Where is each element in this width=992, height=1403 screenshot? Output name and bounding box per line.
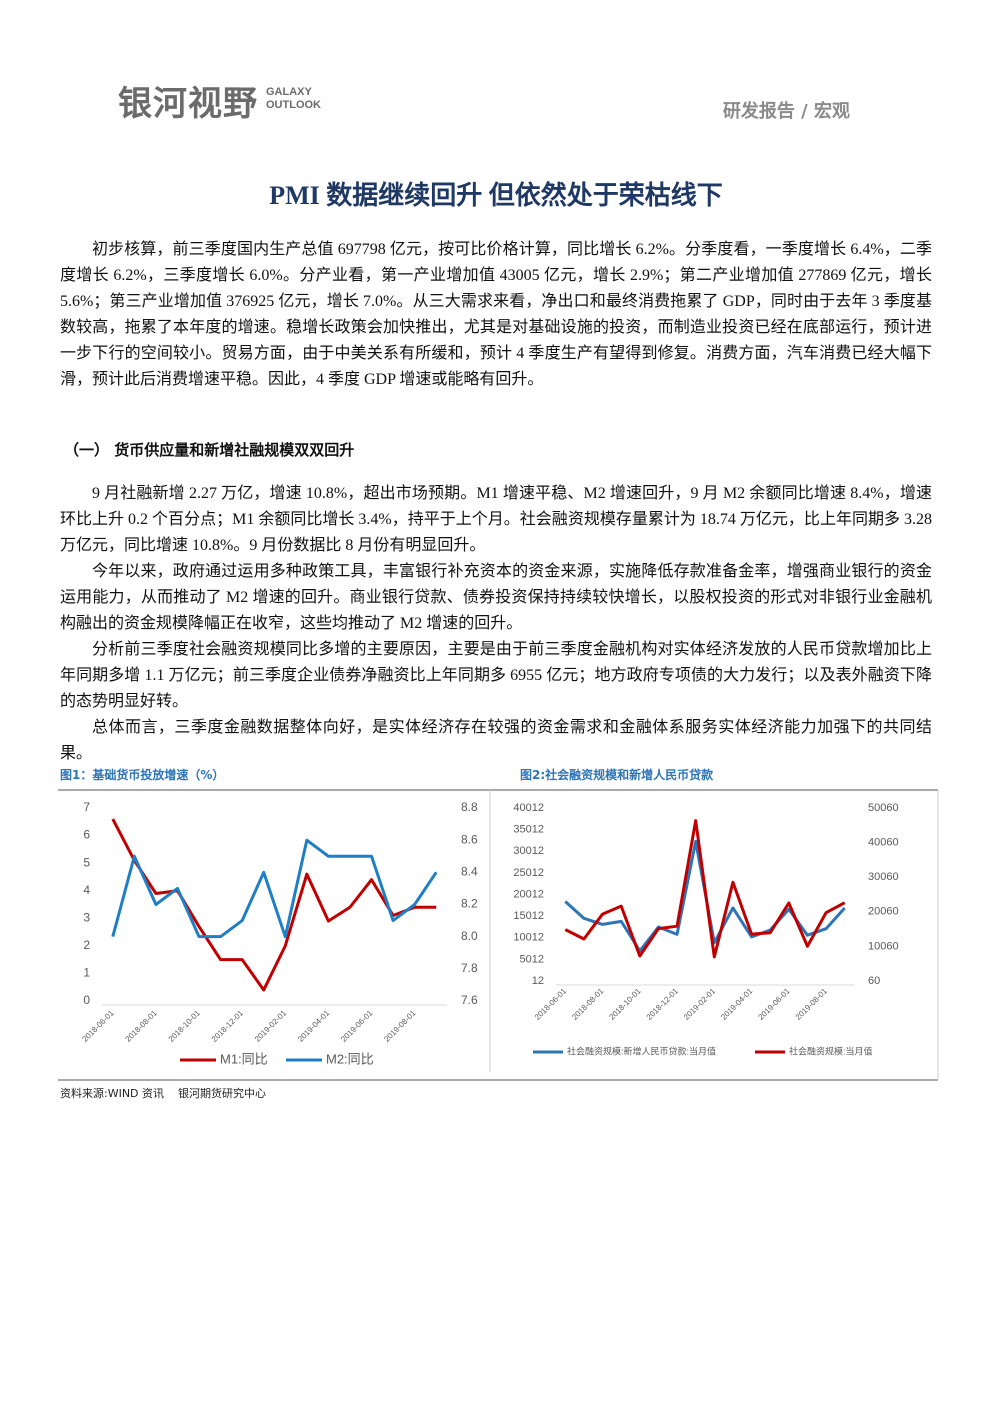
y-tick-label: 20060 xyxy=(868,906,899,918)
y-tick-label: 2 xyxy=(83,938,90,952)
chart: 12 5012 10012 15012 20012 25012 30012 35012 4001… xyxy=(513,802,899,1056)
x-tick-label: 2018-08-01 xyxy=(570,986,606,1022)
y-tick-label: 35012 xyxy=(513,824,544,836)
section-body: 9 月社融新增 2.27 万亿，增速 10.8%，超出市场预期。M1 增速平稳、… xyxy=(0,481,932,767)
source-org: 银河期货研究中心 xyxy=(178,1087,267,1100)
x-tick-label: 2018-12-01 xyxy=(210,1008,246,1044)
y-tick-label: 25012 xyxy=(513,867,544,879)
legend-label: 社会融资规模:当月值 xyxy=(789,1045,873,1056)
x-tick-label: 2018-12-01 xyxy=(645,986,681,1022)
y-tick-label: 3 xyxy=(83,910,90,924)
y-tick-label: 8.6 xyxy=(461,832,478,846)
figure-caption: 图1：基础货币投放增速（%） xyxy=(60,768,225,782)
y-tick-label: 7 xyxy=(83,800,90,814)
y-tick-label: 60 xyxy=(868,975,880,987)
figure-caption: 图2:社会融资规模和新增人民币贷款 xyxy=(520,768,714,782)
x-tick-label: 2018-10-01 xyxy=(607,986,643,1022)
report-title: PMI 数据继续回升 但依然处于荣枯线下 xyxy=(269,181,723,210)
series-line xyxy=(111,818,437,992)
paragraph: 初步核算，前三季度国内生产总值 697798 亿元，按可比价格计算，同比增长 6… xyxy=(60,241,932,388)
y-tick-label: 0 xyxy=(83,993,90,1007)
legend-label: 社会融资规模:新增人民币贷款:当月值 xyxy=(567,1045,716,1056)
logo-en-line: GALAXY xyxy=(266,86,312,98)
logo: 银河视野 xyxy=(118,84,258,124)
y-tick-label: 7.6 xyxy=(461,993,478,1007)
series-line xyxy=(111,838,438,939)
x-tick-label: 2019-06-01 xyxy=(339,1008,375,1044)
y-tick-label: 6 xyxy=(83,828,90,842)
report-section: 研发报告 / 宏观 xyxy=(722,101,850,122)
logo-en: GALAXY OUTLOOK xyxy=(266,86,321,112)
logo-en-line: OUTLOOK xyxy=(266,99,321,111)
y-tick-label: 1 xyxy=(83,966,90,980)
y-tick-label: 30012 xyxy=(513,845,544,857)
source: 资料来源:WIND 资讯 银河期货研究中心 xyxy=(60,1085,266,1101)
x-tick-label: 2019-02-01 xyxy=(682,986,718,1022)
y-tick-label: 40060 xyxy=(868,837,899,849)
y-tick-label: 8.4 xyxy=(461,865,478,879)
legend-label: M1:同比 xyxy=(220,1051,268,1066)
y-tick-label: 10012 xyxy=(513,932,544,944)
paragraph: 分析前三季度社会融资规模同比多增的主要原因，主要是由于前三季度金融机构对实体经济… xyxy=(60,641,932,710)
y-tick-label: 40012 xyxy=(513,802,544,814)
y-tick-label: 8.0 xyxy=(461,929,478,943)
paragraph: 今年以来，政府通过运用多种政策工具，丰富银行补充资本的资金来源，实施降低存款准备… xyxy=(60,563,932,632)
section-heading: （一） 货币供应量和新增社融规模双双回升 xyxy=(64,441,355,459)
y-tick-label: 5 xyxy=(83,855,90,869)
x-tick-label: 2019-08-01 xyxy=(794,986,830,1022)
source-text: 资料来源:WIND 资讯 xyxy=(60,1087,165,1100)
y-tick-label: 20012 xyxy=(513,888,544,900)
x-tick-label: 2019-04-01 xyxy=(296,1008,332,1044)
y-tick-label: 8.2 xyxy=(461,897,478,911)
x-tick-label: 2019-08-01 xyxy=(382,1008,418,1044)
y-tick-label: 10060 xyxy=(868,940,899,952)
x-tick-label: 2019-06-01 xyxy=(756,986,792,1022)
y-tick-label: 4 xyxy=(83,883,90,897)
x-tick-label: 2018-10-01 xyxy=(167,1008,203,1044)
x-tick-label: 2019-04-01 xyxy=(719,986,755,1022)
x-tick-label: 2018-06-01 xyxy=(533,986,569,1022)
x-tick-label: 2018-08-01 xyxy=(124,1008,160,1044)
paragraph: 总体而言，三季度金融数据整体向好，是实体经济存在较强的资金需求和金融体系服务实体… xyxy=(60,719,932,762)
legend-label: M2:同比 xyxy=(326,1051,374,1066)
y-tick-label: 12 xyxy=(532,975,544,987)
x-tick-label: 2019-02-01 xyxy=(253,1008,289,1044)
series-line xyxy=(564,819,846,959)
y-tick-label: 50060 xyxy=(868,802,899,814)
y-tick-label: 30060 xyxy=(868,871,899,883)
x-tick-label: 2018-06-01 xyxy=(80,1008,116,1044)
y-tick-label: 5012 xyxy=(520,953,544,965)
y-tick-label: 15012 xyxy=(513,910,544,922)
y-tick-label: 8.8 xyxy=(461,800,478,814)
y-tick-label: 7.8 xyxy=(461,961,478,975)
paragraph: 9 月社融新增 2.27 万亿，增速 10.8%，超出市场预期。M1 增速平稳、… xyxy=(60,485,932,554)
